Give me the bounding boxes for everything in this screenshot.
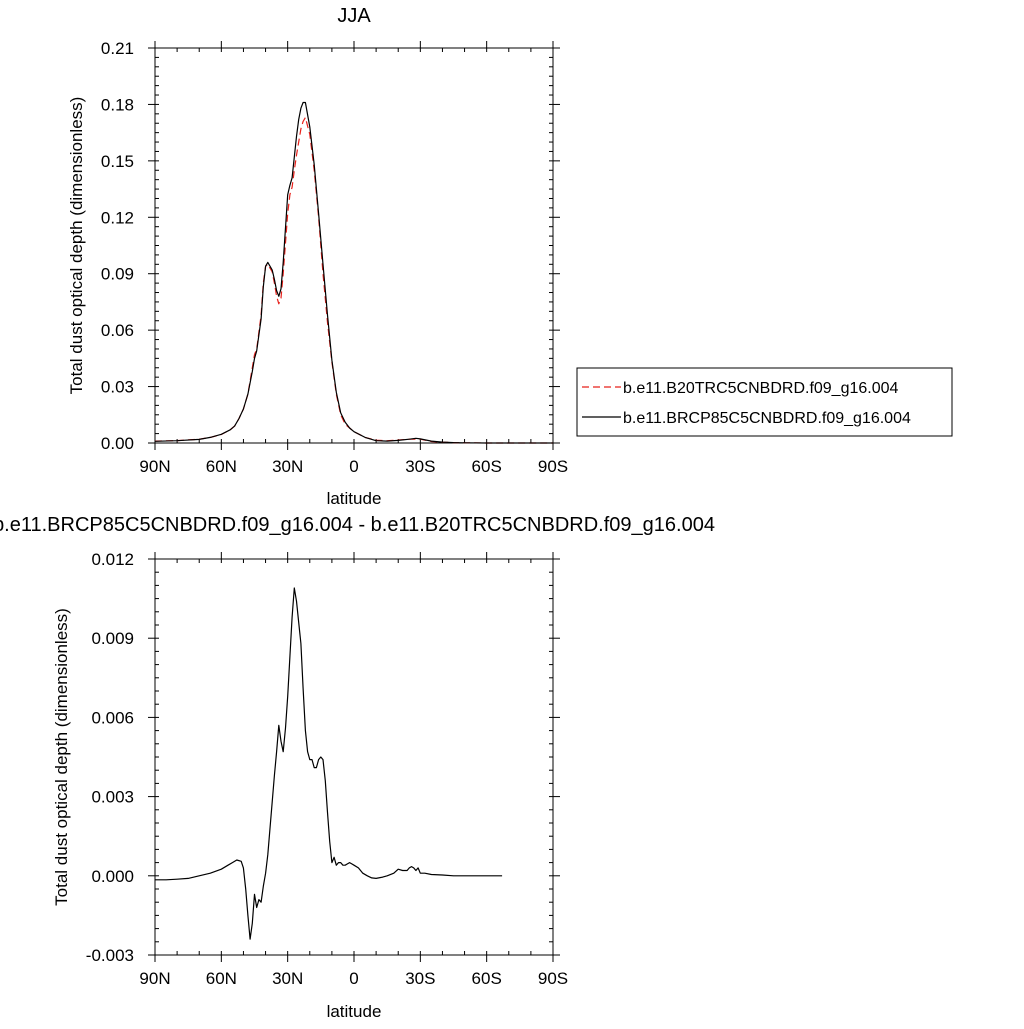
y-axis-label: Total dust optical depth (dimensionless) (52, 608, 71, 906)
chart-title: JJA (337, 5, 371, 27)
x-tick-label: 30N (272, 457, 303, 476)
x-axis-label: latitude (327, 1002, 382, 1021)
y-axis-label: Total dust optical depth (dimensionless) (67, 97, 86, 395)
y-tick-label: 0.012 (91, 550, 134, 569)
plot-frame (154, 47, 554, 444)
series-line-1 (155, 587, 503, 940)
legend-label-2: b.e11.BRCP85C5CNBDRD.f09_g16.004 (623, 410, 911, 427)
series-line-2 (154, 101, 553, 444)
x-tick-label: 60N (206, 969, 237, 988)
x-tick-label: 90S (538, 969, 568, 988)
series-line-1 (154, 116, 553, 444)
y-tick-label: 0.12 (101, 208, 134, 227)
chart-legend: b.e11.B20TRC5CNBDRD.f09_g16.004 b.e11.BRC… (576, 367, 953, 437)
y-tick-label: 0.18 (101, 95, 134, 114)
x-tick-label: 60S (472, 969, 502, 988)
chart-title: b.e11.BRCP85C5CNBDRD.f09_g16.004 - b.e11… (0, 514, 715, 536)
y-tick-label: 0.06 (101, 321, 134, 340)
x-tick-label: 90N (139, 457, 170, 476)
chart-panel-1: 90N 60N 30N 0 30S 60S 90S 0.00 0.03 0.06 0.09 0.12 0… (67, 5, 953, 508)
chart-panel-2: 90N 60N 30N 0 30S 60S 90S -0.003 0.000 0.003 0.006… (0, 514, 715, 1021)
y-tick-label: 0.006 (91, 708, 134, 727)
x-tick-label: 30S (405, 457, 435, 476)
plot-frame (154, 558, 554, 956)
y-tick-label: 0.03 (101, 378, 134, 397)
x-tick-label: 60S (472, 457, 502, 476)
x-tick-label: 30S (405, 969, 435, 988)
y-tick-label: -0.003 (86, 946, 134, 965)
y-tick-label: 0.000 (91, 867, 134, 886)
x-tick-label: 90S (538, 457, 568, 476)
y-tick-label: 0.003 (91, 788, 134, 807)
y-tick-label: 0.15 (101, 152, 134, 171)
y-tick-label: 0.09 (101, 265, 134, 284)
x-tick-label: 0 (349, 457, 358, 476)
legend-label-1: b.e11.B20TRC5CNBDRD.f09_g16.004 (623, 380, 899, 397)
y-tick-label: 0.21 (101, 39, 134, 58)
x-tick-label: 0 (349, 969, 358, 988)
legend-box (576, 367, 953, 437)
x-tick-label: 60N (206, 457, 237, 476)
x-tick-label: 30N (272, 969, 303, 988)
y-tick-label: 0.00 (101, 434, 134, 453)
x-tick-label: 90N (139, 969, 170, 988)
y-tick-label: 0.009 (91, 629, 134, 648)
x-axis-label: latitude (327, 489, 382, 508)
